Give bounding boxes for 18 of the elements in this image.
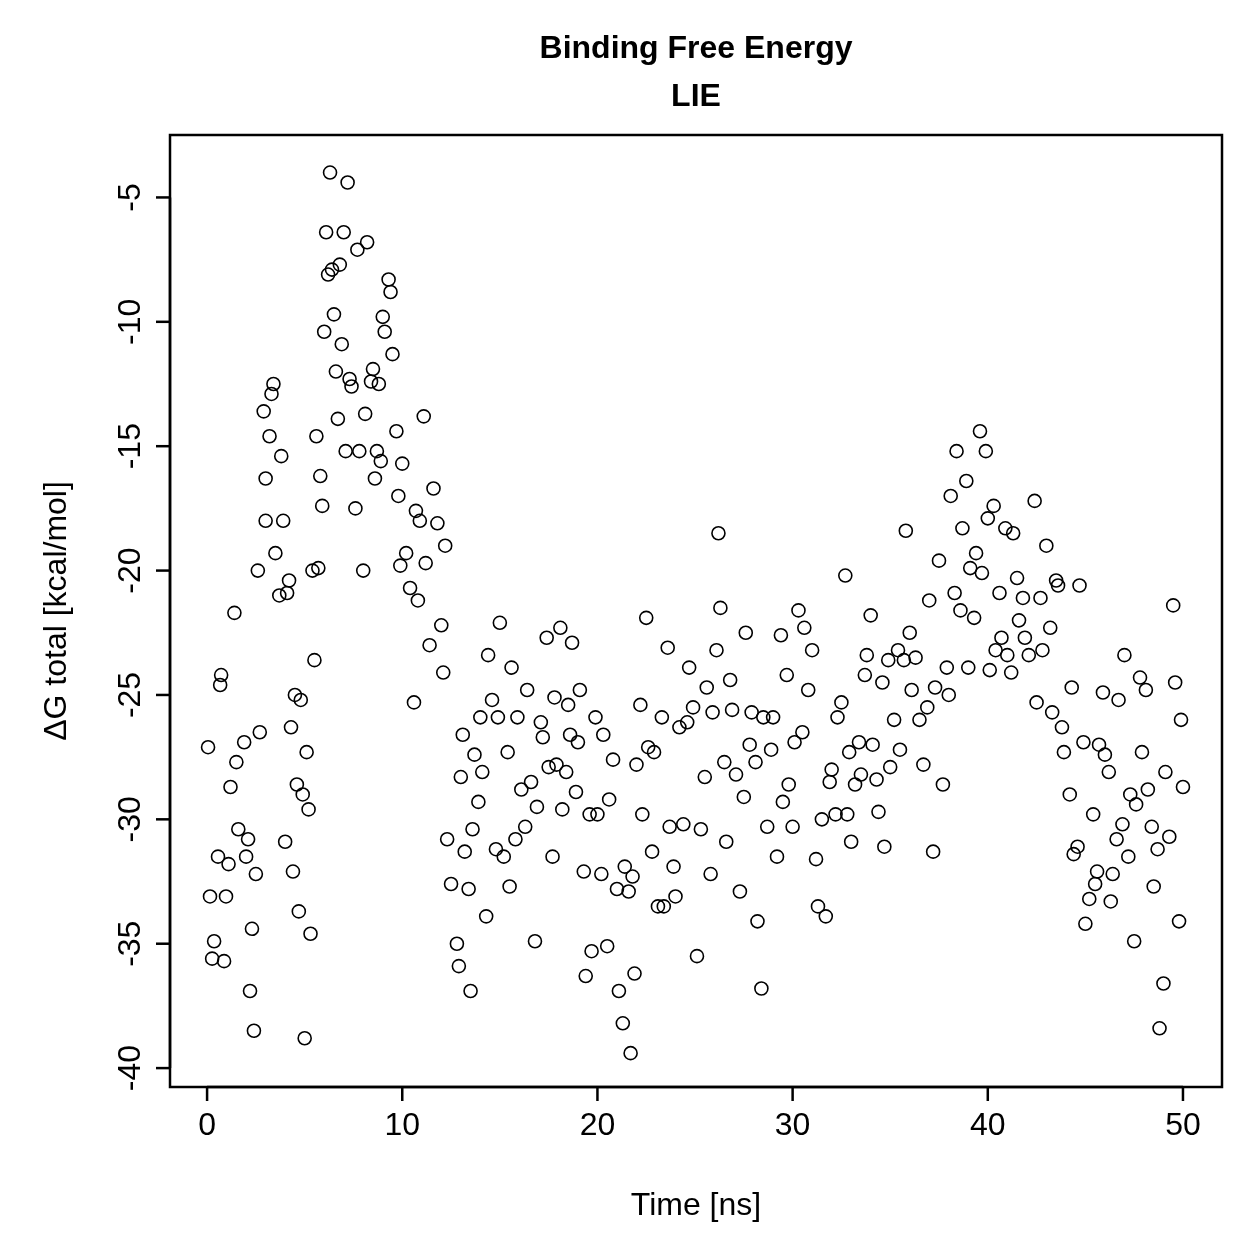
- x-tick-label: 30: [774, 1106, 811, 1142]
- x-axis-title: Time [ns]: [630, 1186, 762, 1222]
- y-tick-label: -5: [111, 183, 147, 212]
- x-tick-label: 0: [198, 1106, 216, 1142]
- x-tick-label: 50: [1165, 1106, 1201, 1142]
- x-tick-label: 20: [579, 1106, 616, 1142]
- y-tick-label: -10: [111, 298, 147, 345]
- y-tick-label: -15: [111, 423, 147, 470]
- y-tick-label: -20: [111, 547, 147, 594]
- x-tick-label: 10: [384, 1106, 421, 1142]
- y-axis-title: ΔG total [kcal/mol]: [37, 481, 73, 741]
- y-tick-label: -30: [111, 796, 147, 843]
- x-tick-label: 40: [969, 1106, 1006, 1142]
- y-tick-label: -25: [111, 671, 147, 719]
- chart-subtitle: LIE: [671, 77, 721, 113]
- y-tick-label: -40: [111, 1044, 147, 1092]
- chart-title: Binding Free Energy: [539, 29, 853, 65]
- y-tick-label: -35: [111, 920, 147, 967]
